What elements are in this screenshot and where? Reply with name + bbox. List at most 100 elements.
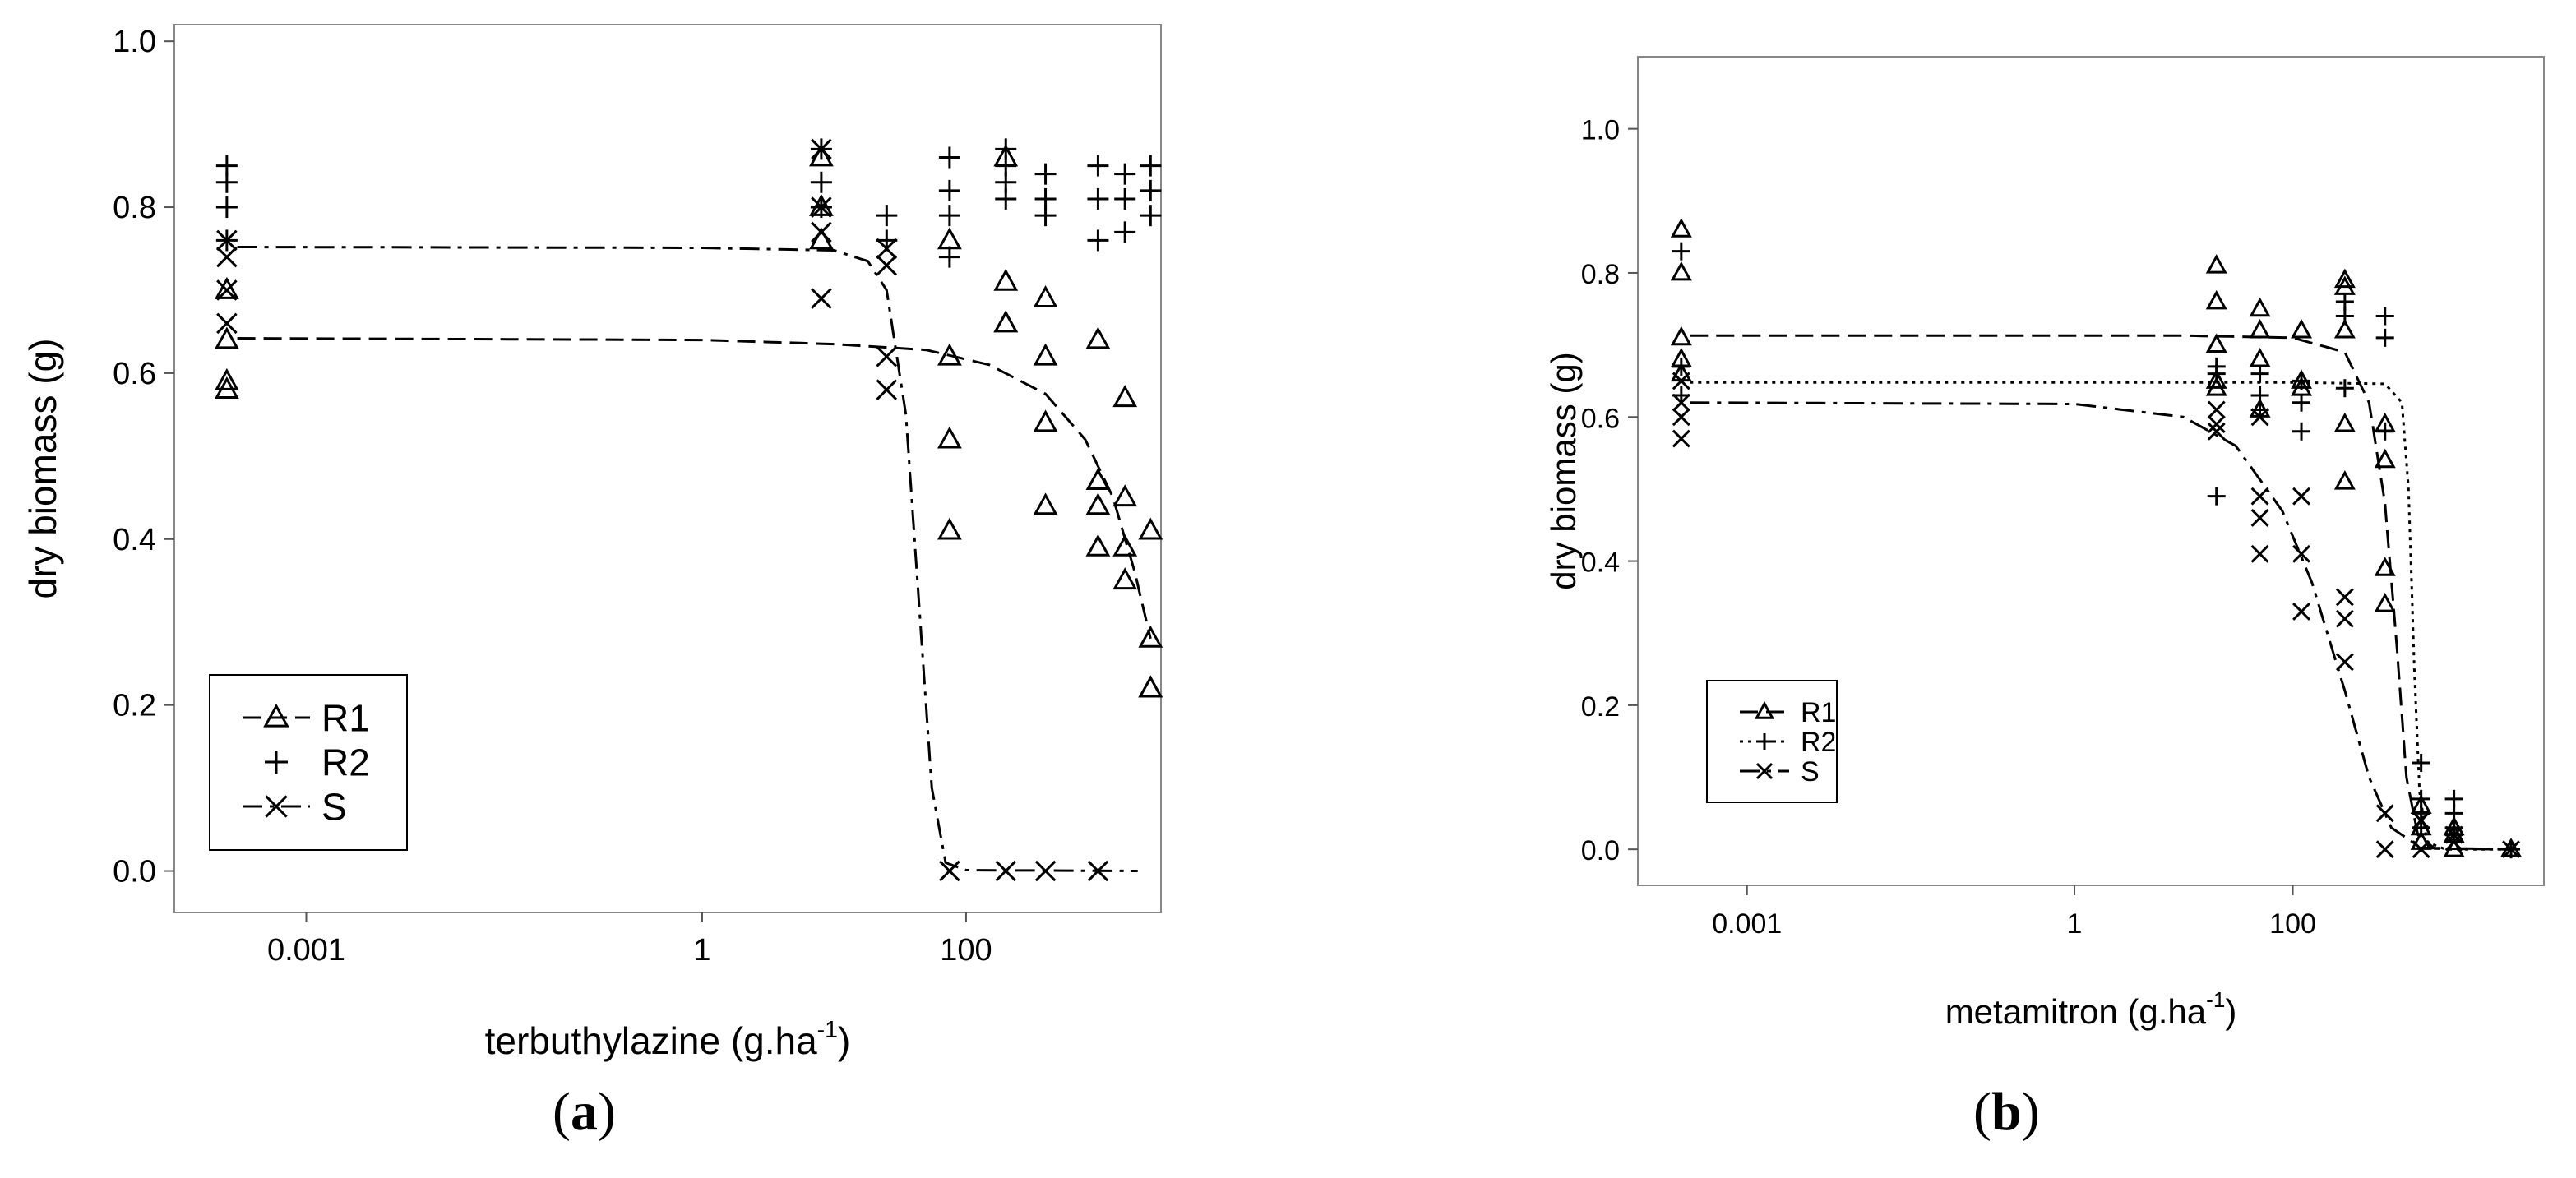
- x-tick-label: 100: [2269, 908, 2316, 940]
- data-point-s: [2207, 400, 2226, 419]
- data-point-r1: [1112, 567, 1138, 590]
- data-point-s: [216, 279, 238, 301]
- data-point-r1: [1085, 326, 1111, 349]
- legend-marker-r2: [1756, 733, 1773, 750]
- data-point-r1: [1112, 534, 1138, 557]
- data-point-s: [876, 345, 898, 367]
- data-point-r2: [1114, 187, 1136, 210]
- data-point-r1: [1033, 492, 1058, 515]
- panel-b-label: (b): [1973, 1082, 2040, 1142]
- data-point-r1: [937, 343, 962, 366]
- data-point-s: [2444, 825, 2463, 844]
- legend-marker-r1: [1754, 700, 1775, 719]
- data-point-r2: [938, 179, 960, 201]
- legend-marker-s: [265, 795, 288, 818]
- data-point-r2: [938, 146, 960, 169]
- data-point-r1: [2333, 318, 2356, 339]
- data-point-r2: [2292, 372, 2311, 390]
- data-point-s: [2207, 422, 2226, 441]
- data-point-s: [1087, 860, 1109, 882]
- y-tick-label: 0.8: [1581, 259, 1620, 290]
- data-point-r1: [2205, 376, 2227, 396]
- data-point-r1: [993, 268, 1019, 291]
- data-point-r1: [1085, 468, 1111, 491]
- data-point-s: [876, 238, 898, 260]
- data-point-r2: [1087, 155, 1109, 177]
- data-point-s: [995, 860, 1017, 882]
- legend-item-s: S: [243, 786, 347, 829]
- data-point-r2: [215, 196, 238, 219]
- data-point-r2: [1087, 187, 1109, 210]
- data-point-s: [1672, 372, 1690, 390]
- fit-curve-r2: [1690, 381, 2511, 851]
- data-point-s: [2412, 811, 2430, 830]
- data-point-s: [216, 229, 238, 252]
- data-point-r1: [2333, 470, 2356, 490]
- y-tick-label: 0.0: [1581, 835, 1620, 866]
- data-point-s: [2335, 653, 2354, 672]
- data-point-r1: [1112, 484, 1138, 507]
- data-point-s: [2292, 487, 2310, 506]
- chart-panel-b: 0.0 0.2 0.4 0.6 0.8 1.0 0.001 1 100 metamitron (g…: [1288, 0, 2576, 1178]
- data-point-r2: [2335, 307, 2354, 326]
- data-point-r2: [2207, 487, 2226, 506]
- data-point-r1: [1138, 517, 1163, 540]
- legend-label: R1: [321, 697, 370, 740]
- data-point-r1: [1112, 385, 1138, 408]
- data-point-r2: [1140, 155, 1162, 177]
- data-point-r1: [1085, 534, 1111, 557]
- y-tick-label: 1.0: [1581, 115, 1620, 146]
- data-point-s: [1034, 860, 1057, 882]
- x-tick-label: 0.001: [267, 933, 345, 968]
- data-point-r2: [1140, 179, 1162, 201]
- data-point-s: [2250, 544, 2269, 563]
- legend-marker-s: [1755, 762, 1774, 780]
- y-tick-label: 0.4: [113, 523, 156, 557]
- data-point-s: [216, 312, 238, 335]
- chart-panel-a: 0.0 0.2 0.4 0.6 0.8 1.0 0.001 1 100 terbuthylazin…: [0, 0, 1233, 1178]
- chart-b-svg: 0.0 0.2 0.4 0.6 0.8 1.0 0.001 1 100 metamitron (g…: [1544, 56, 2545, 1031]
- data-point-r2: [1034, 163, 1057, 185]
- legend-label: R2: [1801, 727, 1836, 758]
- data-point-r2: [1140, 205, 1162, 227]
- x-tick-label: 0.001: [1712, 908, 1782, 940]
- legend-marker-r2: [265, 751, 288, 774]
- data-point-r1: [993, 310, 1019, 333]
- data-point-r1: [1138, 675, 1163, 698]
- data-point-r2: [1672, 242, 1690, 261]
- data-point-r1: [2333, 412, 2356, 432]
- data-point-s: [2502, 840, 2520, 859]
- data-point-r1: [2205, 254, 2227, 274]
- data-point-r2: [810, 171, 832, 193]
- data-point-r1: [937, 426, 962, 449]
- data-point-s: [2292, 544, 2310, 563]
- legend-label: R1: [1801, 697, 1836, 728]
- data-point-r2: [2250, 364, 2269, 383]
- data-point-r2: [2412, 753, 2430, 772]
- data-point-r1: [2333, 268, 2356, 289]
- data-point-s: [2250, 408, 2269, 427]
- data-point-r1: [2374, 448, 2396, 469]
- data-point-s: [2444, 833, 2463, 852]
- y-tick-label: 0.2: [113, 689, 156, 723]
- data-point-r2: [995, 187, 1017, 210]
- data-point-r1: [2205, 369, 2227, 389]
- data-point-r1: [2374, 593, 2396, 612]
- data-point-r1: [2205, 333, 2227, 353]
- data-point-r1: [214, 376, 239, 399]
- legend-label: R2: [321, 741, 370, 784]
- fit-curve-r1: [237, 337, 1152, 640]
- data-point-r1: [1670, 218, 1692, 238]
- y-tick-label: 0.2: [1581, 691, 1620, 723]
- data-point-r1: [1085, 492, 1111, 515]
- data-point-s: [811, 138, 832, 160]
- x-tick-label: 1: [693, 933, 710, 968]
- panel-a-label: (a): [553, 1082, 616, 1142]
- x-axis-label: terbuthylazine (g.ha-1): [485, 1017, 851, 1062]
- legend-item-r2: R2: [1740, 727, 1836, 758]
- data-point-r2: [1034, 205, 1057, 227]
- data-point-s: [876, 379, 898, 400]
- data-point-r1: [1670, 326, 1692, 346]
- data-point-r1: [1670, 261, 1692, 281]
